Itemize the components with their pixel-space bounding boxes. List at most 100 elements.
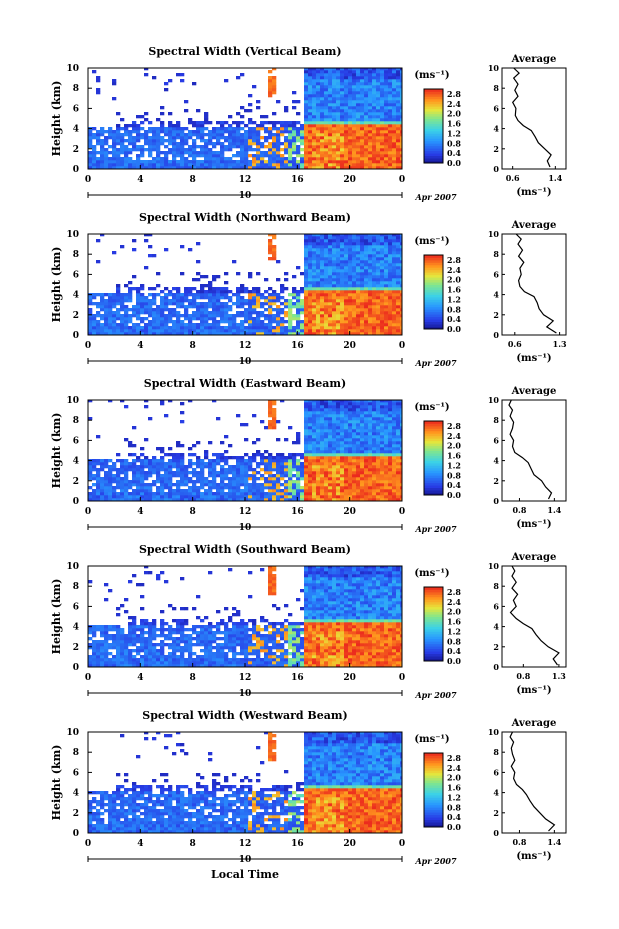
heatmap-cell: [372, 317, 377, 321]
heatmap-cell: [200, 290, 205, 294]
heatmap-cell: [332, 112, 337, 116]
heatmap-cell: [352, 127, 357, 131]
heatmap-cell: [392, 263, 397, 267]
heatmap-cell: [116, 290, 121, 294]
heatmap-cell: [256, 492, 261, 496]
heatmap-cell: [184, 293, 189, 297]
heatmap-cell: [400, 251, 402, 255]
heatmap-cell: [264, 130, 269, 134]
heatmap-cell: [256, 314, 261, 318]
heatmap-cell: [200, 329, 205, 333]
heatmap-cell: [328, 408, 333, 412]
heatmap-cell: [308, 408, 313, 412]
heatmap-cell: [376, 272, 381, 276]
heatmap-cell: [276, 474, 281, 478]
heatmap-cell: [244, 308, 249, 312]
heatmap-cell: [344, 151, 349, 155]
heatmap-cell: [360, 311, 365, 315]
heatmap-cell: [364, 94, 369, 98]
heatmap-cell: [244, 157, 249, 161]
heatmap-cell: [400, 429, 402, 433]
heatmap-cell: [324, 408, 329, 412]
heatmap-cell: [312, 148, 317, 152]
heatmap-cell: [104, 148, 109, 152]
heatmap-cell: [392, 97, 397, 101]
heatmap-cell: [368, 299, 373, 303]
heatmap-cell: [132, 495, 137, 499]
heatmap-cell: [144, 459, 149, 463]
heatmap-cell: [208, 284, 213, 288]
heatmap-cell: [376, 447, 381, 451]
heatmap-cell: [400, 145, 402, 149]
heatmap-cell: [224, 314, 229, 318]
heatmap-cell: [264, 121, 269, 125]
heatmap-cell: [352, 269, 357, 273]
heatmap-cell: [244, 290, 249, 294]
heatmap-cell: [284, 465, 289, 469]
heatmap-cell: [304, 160, 309, 164]
heatmap-cell: [208, 311, 213, 315]
heatmap-cell: [120, 314, 125, 318]
heatmap-cell: [136, 296, 141, 300]
heatmap-cell: [156, 308, 161, 312]
heatmap-cell: [156, 157, 161, 161]
heatmap-cell: [328, 423, 333, 427]
heatmap-cell: [312, 91, 317, 95]
heatmap-cell: [124, 145, 129, 149]
heatmap-cell: [380, 133, 385, 137]
heatmap-cell: [328, 115, 333, 119]
heatmap-cell: [324, 97, 329, 101]
heatmap-cell: [184, 314, 189, 318]
heatmap-cell: [364, 474, 369, 478]
y-tick-label: 4: [73, 291, 79, 301]
heatmap-cell: [140, 326, 145, 330]
heatmap-cell: [368, 284, 373, 288]
heatmap-cell: [296, 489, 301, 493]
heatmap-cell: [308, 284, 313, 288]
heatmap-cell: [116, 459, 121, 463]
heatmap-cell: [384, 495, 389, 499]
heatmap-cell: [364, 486, 369, 490]
heatmap-cell: [352, 145, 357, 149]
heatmap-cell: [320, 275, 325, 279]
heatmap-cell: [140, 317, 145, 321]
heatmap-cell: [236, 495, 241, 499]
heatmap-cell: [352, 296, 357, 300]
colorbar-segment: [424, 316, 443, 320]
heatmap-cell: [112, 477, 117, 481]
heatmap-cell: [332, 242, 337, 246]
heatmap-cell: [384, 142, 389, 146]
heatmap-cell: [196, 151, 201, 155]
colorbar-segment: [424, 160, 443, 164]
heatmap-cell: [352, 414, 357, 418]
heatmap-cell: [176, 329, 181, 333]
heatmap-cell: [232, 133, 237, 137]
heatmap-cell: [356, 88, 361, 92]
heatmap-cell: [284, 163, 289, 167]
heatmap-cell: [196, 459, 201, 463]
heatmap-cell: [308, 97, 313, 101]
heatmap-cell: [360, 459, 365, 463]
heatmap-cell: [352, 133, 357, 137]
heatmap-cell: [92, 314, 97, 318]
heatmap-cell: [156, 284, 161, 288]
heatmap-cell: [292, 287, 297, 291]
heatmap-cell: [364, 432, 369, 436]
heatmap-cell: [268, 408, 273, 412]
heatmap-cell: [132, 471, 137, 475]
heatmap-cell: [392, 142, 397, 146]
heatmap-cell: [320, 450, 325, 454]
heatmap-cell: [352, 474, 357, 478]
heatmap-cell: [284, 299, 289, 303]
heatmap-cell: [392, 329, 397, 333]
heatmap-cell: [92, 166, 97, 169]
heatmap-cell: [328, 438, 333, 442]
heatmap-cell: [380, 263, 385, 267]
heatmap-cell: [380, 275, 385, 279]
heatmap-cell: [256, 272, 261, 276]
heatmap-cell: [380, 112, 385, 116]
heatmap-cell: [376, 480, 381, 484]
heatmap-cell: [112, 489, 117, 493]
heatmap-cell: [396, 326, 401, 330]
heatmap-cell: [372, 127, 377, 131]
